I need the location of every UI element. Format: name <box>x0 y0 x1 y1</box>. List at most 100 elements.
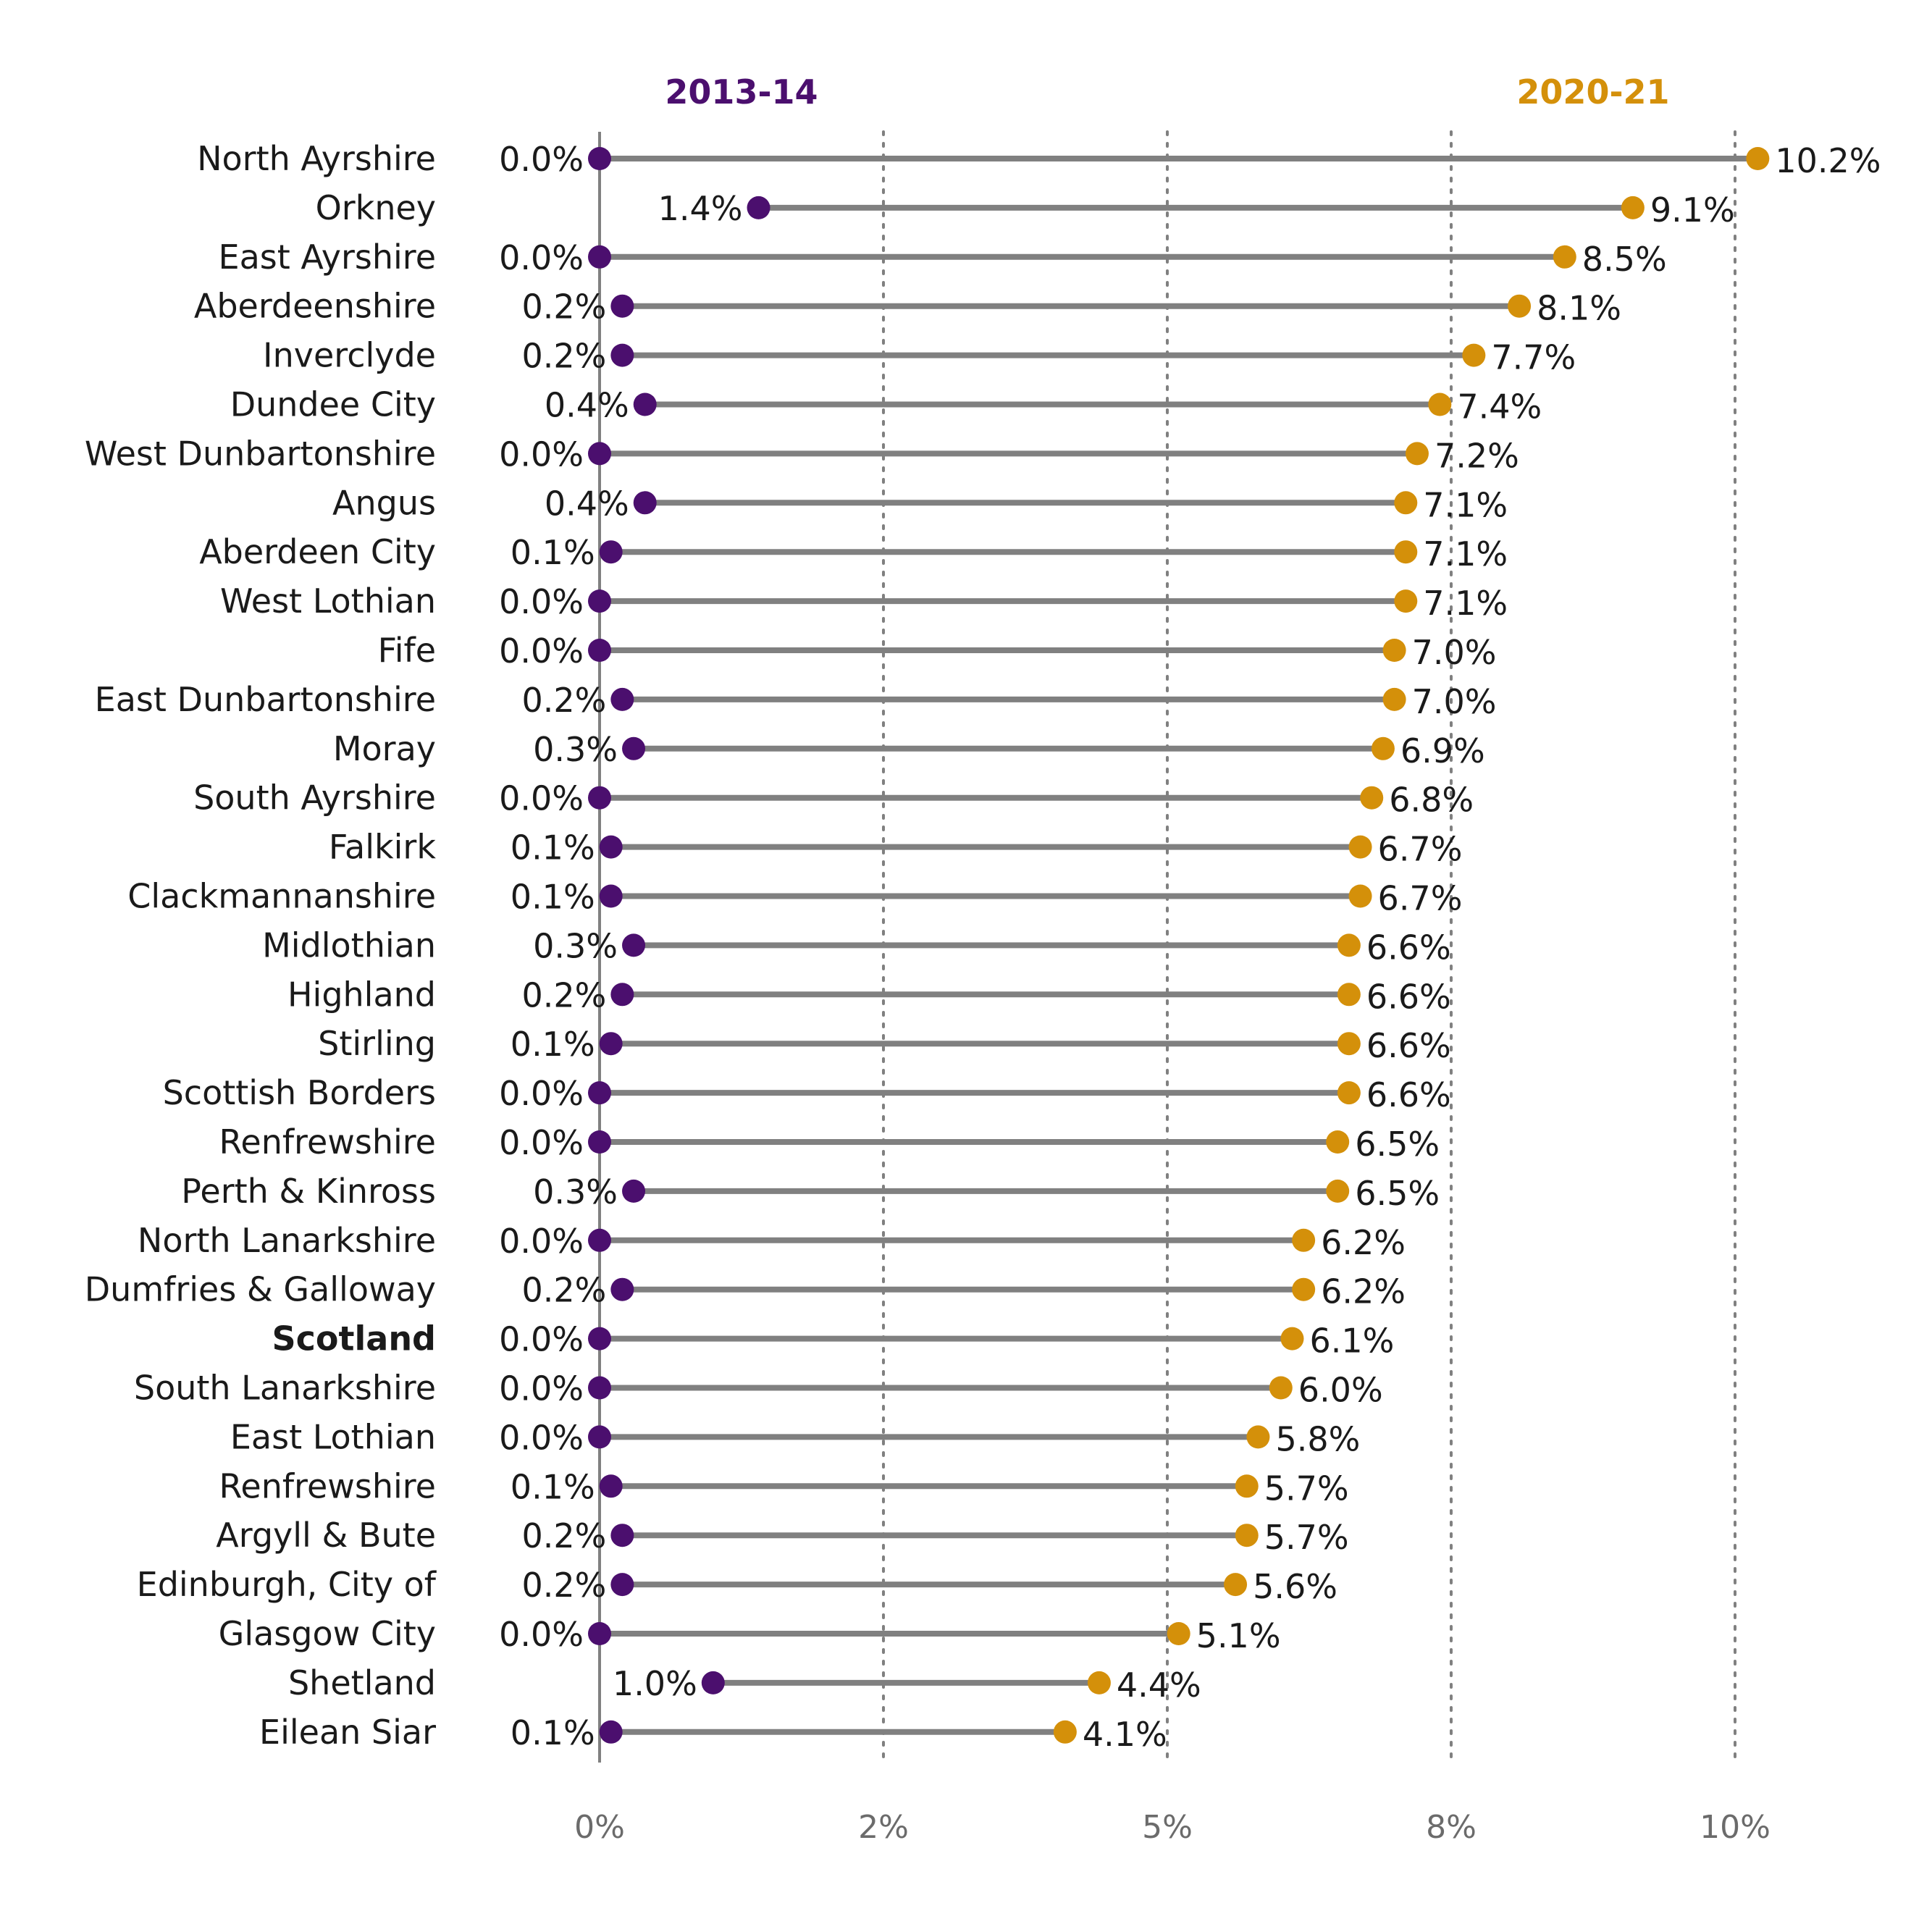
point-2020-21 <box>1746 147 1769 170</box>
value-label-2020-21: 7.0% <box>1412 682 1497 721</box>
value-label-2013-14: 0.0% <box>499 140 584 179</box>
value-label-2020-21: 6.6% <box>1366 928 1451 967</box>
chart-row: Falkirk 0.1% 6.7% <box>329 828 1463 869</box>
category-label: Shetland <box>288 1663 436 1702</box>
point-2013-14 <box>588 1229 611 1252</box>
point-2013-14 <box>600 885 623 908</box>
point-2013-14 <box>588 1622 611 1645</box>
point-2013-14 <box>600 540 623 563</box>
value-label-2013-14: 0.1% <box>511 1713 595 1752</box>
chart-row: Aberdeen City 0.1% 7.1% <box>199 532 1508 574</box>
point-2020-21 <box>1394 589 1417 613</box>
point-2013-14 <box>702 1671 725 1694</box>
point-2020-21 <box>1360 786 1383 810</box>
chart-row: West Lothian 0.0% 7.1% <box>220 581 1508 623</box>
category-label: Edinburgh, City of <box>137 1565 437 1604</box>
value-label-2013-14: 0.0% <box>499 1369 584 1408</box>
point-2013-14 <box>588 786 611 810</box>
point-2013-14 <box>610 1573 634 1596</box>
value-label-2020-21: 7.1% <box>1423 534 1508 574</box>
chart-row: Edinburgh, City of 0.2% 5.6% <box>137 1565 1337 1606</box>
category-label: North Lanarkshire <box>138 1221 436 1260</box>
point-2020-21 <box>1621 196 1645 219</box>
chart-row: Dumfries & Galloway 0.2% 6.2% <box>85 1270 1406 1311</box>
category-label: Orkney <box>316 188 436 227</box>
point-2013-14 <box>588 1425 611 1448</box>
point-2020-21 <box>1167 1622 1190 1645</box>
chart-row: South Lanarkshire 0.0% 6.0% <box>134 1369 1383 1410</box>
value-label-2020-21: 6.7% <box>1378 830 1463 869</box>
point-2013-14 <box>600 1032 623 1055</box>
chart-row: Midlothian 0.3% 6.6% <box>262 925 1451 967</box>
chart-row: Inverclyde 0.2% 7.7% <box>263 336 1576 377</box>
category-label: Perth & Kinross <box>181 1172 436 1211</box>
point-2013-14 <box>634 491 657 514</box>
category-label: Aberdeen City <box>199 532 436 571</box>
chart-row: Scottish Borders 0.0% 6.6% <box>163 1073 1451 1114</box>
category-label: Dumfries & Galloway <box>85 1270 436 1309</box>
value-label-2020-21: 5.7% <box>1264 1518 1349 1557</box>
category-label: Angus <box>332 483 436 522</box>
point-2020-21 <box>1394 540 1417 563</box>
value-label-2013-14: 0.2% <box>521 1516 606 1555</box>
legend: 2013-14 2020-21 <box>665 72 1669 112</box>
x-axis: 0% 2% 5% 8% 10% <box>574 1809 1771 1846</box>
value-label-2020-21: 6.2% <box>1321 1272 1406 1311</box>
value-label-2020-21: 4.4% <box>1117 1666 1201 1705</box>
chart-row: Renfrewshire 0.1% 5.7% <box>219 1466 1349 1508</box>
value-label-2013-14: 0.1% <box>511 533 595 572</box>
value-label-2020-21: 8.5% <box>1582 240 1667 279</box>
value-label-2013-14: 0.4% <box>545 484 629 523</box>
value-label-2013-14: 0.0% <box>499 238 584 277</box>
point-2013-14 <box>634 393 657 416</box>
category-label: Scotland <box>272 1319 436 1358</box>
category-label: North Ayrshire <box>197 139 436 178</box>
value-label-2013-14: 0.3% <box>533 1172 618 1211</box>
value-label-2020-21: 8.1% <box>1537 289 1621 328</box>
category-label: Argyll & Bute <box>216 1516 436 1555</box>
point-2013-14 <box>588 1130 611 1154</box>
category-label: Eilean Siar <box>259 1713 436 1752</box>
point-2020-21 <box>1326 1180 1349 1203</box>
value-label-2020-21: 10.2% <box>1775 141 1881 180</box>
dumbbell-chart: North Ayrshire 0.0% 10.2% Orkney 1.4% 9.1% Eas… <box>0 0 1932 1932</box>
x-tick-label: 8% <box>1426 1809 1477 1846</box>
point-2020-21 <box>1349 885 1372 908</box>
category-label: Midlothian <box>262 925 436 965</box>
point-2020-21 <box>1054 1721 1077 1744</box>
point-2013-14 <box>588 245 611 269</box>
category-label: East Ayrshire <box>219 238 436 277</box>
value-label-2013-14: 0.0% <box>499 1418 584 1457</box>
chart-rows: North Ayrshire 0.0% 10.2% Orkney 1.4% 9.1% Eas… <box>85 139 1881 1754</box>
point-2020-21 <box>1280 1327 1303 1351</box>
chart-row: East Ayrshire 0.0% 8.5% <box>219 238 1667 279</box>
value-label-2013-14: 0.0% <box>499 1074 584 1113</box>
chart-row: Highland 0.2% 6.6% <box>287 975 1451 1016</box>
value-label-2013-14: 0.0% <box>499 631 584 671</box>
point-2013-14 <box>622 737 645 760</box>
chart-row: Moray 0.3% 6.9% <box>333 729 1485 770</box>
point-2020-21 <box>1406 442 1429 465</box>
category-label: East Lothian <box>230 1417 436 1456</box>
value-label-2020-21: 6.1% <box>1309 1322 1394 1361</box>
chart-row: Perth & Kinross 0.3% 6.5% <box>181 1172 1440 1213</box>
value-label-2020-21: 5.7% <box>1264 1469 1349 1508</box>
point-2020-21 <box>1462 344 1485 367</box>
chart-row: Shetland 1.0% 4.4% <box>288 1663 1201 1705</box>
chart-row: North Ayrshire 0.0% 10.2% <box>197 139 1881 180</box>
x-tick-label: 5% <box>1142 1809 1193 1846</box>
value-label-2013-14: 0.0% <box>499 1222 584 1261</box>
chart-row: Argyll & Bute 0.2% 5.7% <box>216 1516 1348 1557</box>
point-2020-21 <box>1224 1573 1247 1596</box>
value-label-2013-14: 0.2% <box>521 287 606 327</box>
value-label-2020-21: 6.5% <box>1355 1174 1440 1213</box>
point-2013-14 <box>610 295 634 318</box>
point-2020-21 <box>1326 1130 1349 1154</box>
point-2013-14 <box>588 147 611 170</box>
chart-row: Orkney 1.4% 9.1% <box>316 188 1735 230</box>
point-2013-14 <box>622 933 645 957</box>
value-label-2020-21: 6.2% <box>1321 1223 1406 1262</box>
point-2013-14 <box>610 1278 634 1301</box>
point-2013-14 <box>600 1474 623 1498</box>
chart-row: Glasgow City 0.0% 5.1% <box>219 1614 1281 1655</box>
